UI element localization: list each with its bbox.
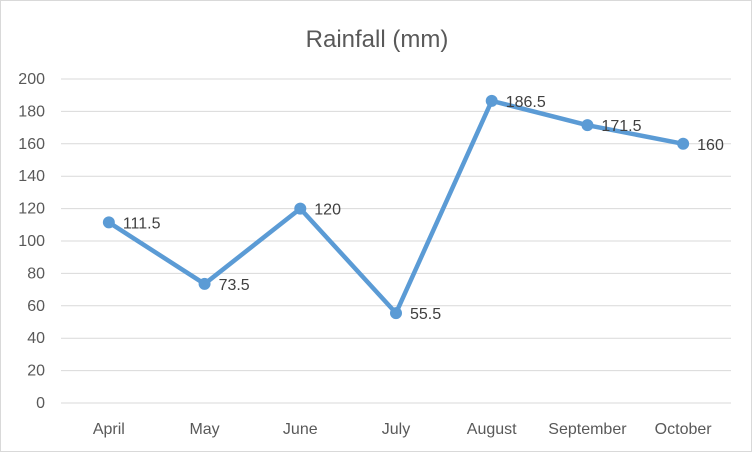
- data-point-august: [485, 94, 498, 107]
- chart-title: Rainfall (mm): [306, 26, 449, 53]
- data-point-july: [390, 307, 402, 320]
- y-tick-label-0: 0: [36, 395, 45, 412]
- y-tick-label-80: 80: [27, 265, 45, 282]
- y-tick-label-20: 20: [27, 363, 45, 380]
- data-label-june: 120: [314, 202, 341, 219]
- x-tick-label-october: October: [655, 421, 713, 438]
- series-line: [106, 98, 686, 316]
- y-tick-label-160: 160: [18, 136, 45, 153]
- x-axis-tick-labels: April May June July August September October: [93, 421, 712, 438]
- y-tick-label-140: 140: [18, 168, 45, 185]
- series-rainfall: [102, 94, 690, 320]
- data-point-october: [677, 137, 690, 150]
- y-tick-label-180: 180: [18, 103, 45, 120]
- data-point-september: [581, 119, 594, 132]
- y-tick-label-120: 120: [18, 201, 45, 218]
- data-label-july: 55.5: [410, 306, 441, 323]
- data-labels: 111.5 73.5 120 55.5 186.5 171.5 160: [123, 94, 724, 323]
- x-tick-label-august: August: [467, 421, 517, 438]
- x-tick-label-july: July: [382, 421, 410, 438]
- data-point-april: [102, 216, 115, 229]
- data-point-may: [198, 277, 211, 290]
- x-tick-label-may: May: [189, 421, 219, 438]
- data-label-may: 73.5: [219, 277, 250, 294]
- gridlines: [61, 78, 731, 404]
- data-label-april: 111.5: [123, 215, 161, 232]
- y-tick-label-100: 100: [18, 233, 45, 250]
- y-tick-label-200: 200: [18, 71, 45, 88]
- data-label-september: 171.5: [601, 118, 641, 135]
- data-label-august: 186.5: [506, 94, 546, 111]
- x-tick-label-june: June: [283, 421, 318, 438]
- y-axis-tick-labels: 0 20 40 60 80 100 120 140 160 180 200: [18, 71, 45, 412]
- x-tick-label-september: September: [548, 421, 627, 438]
- x-tick-label-april: April: [93, 421, 125, 438]
- y-tick-label-40: 40: [27, 330, 45, 347]
- data-label-october: 160: [697, 137, 724, 154]
- data-point-june: [294, 202, 307, 215]
- y-tick-label-60: 60: [27, 298, 45, 315]
